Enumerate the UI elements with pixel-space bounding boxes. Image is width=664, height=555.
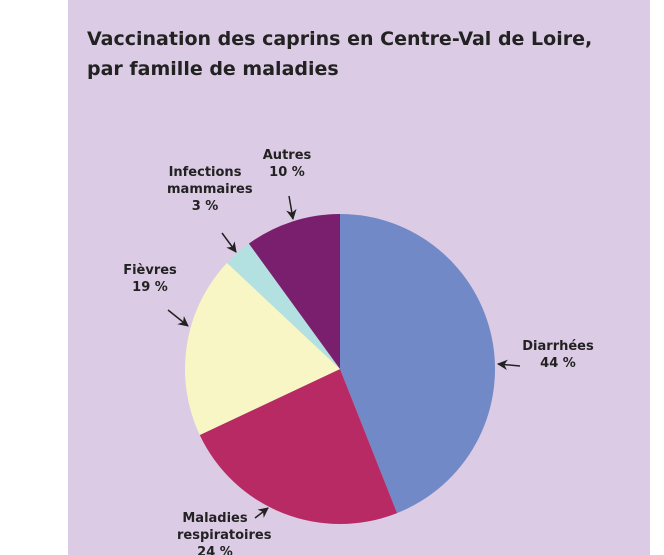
slice <box>185 262 340 435</box>
arrow <box>496 359 521 371</box>
value-label: 10 % <box>269 165 305 180</box>
chart-title: Vaccination des caprins en Centre-Val de… <box>87 28 592 50</box>
slice-label: Infections mammaires 3 % <box>145 164 265 215</box>
value-label: 44 % <box>540 356 576 371</box>
title-part: en Centre-Val de Loire, <box>340 28 593 50</box>
slice <box>227 243 340 369</box>
slice-label: Autres 10 % <box>227 147 347 181</box>
slice-label: Diarrhées 44 % <box>498 338 618 372</box>
value-label: 19 % <box>132 280 168 295</box>
arrow <box>286 195 297 221</box>
arrow <box>221 232 237 253</box>
chart-title: par famille de maladies <box>87 58 339 80</box>
slice <box>340 214 496 514</box>
category-label: Fièvres <box>123 263 177 278</box>
slice <box>199 369 398 524</box>
category-label: Autres <box>262 148 312 163</box>
slices <box>185 214 496 524</box>
value-label: 3 % <box>191 199 219 214</box>
category-label: Maladies respiratoires <box>177 511 272 543</box>
arrows <box>167 195 521 519</box>
slice-label: Fièvres 19 % <box>90 262 210 296</box>
value-label: 24 % <box>197 545 233 555</box>
slice <box>248 214 340 369</box>
category-label: Infections mammaires <box>167 165 253 197</box>
category-label: Diarrhées <box>522 339 594 354</box>
title-part: Vaccination des <box>87 28 263 50</box>
slice-label: Maladies respiratoires 24 % <box>155 510 275 555</box>
arrow <box>167 309 189 327</box>
arrow <box>254 507 269 519</box>
title-part-bold: caprins <box>262 28 341 50</box>
